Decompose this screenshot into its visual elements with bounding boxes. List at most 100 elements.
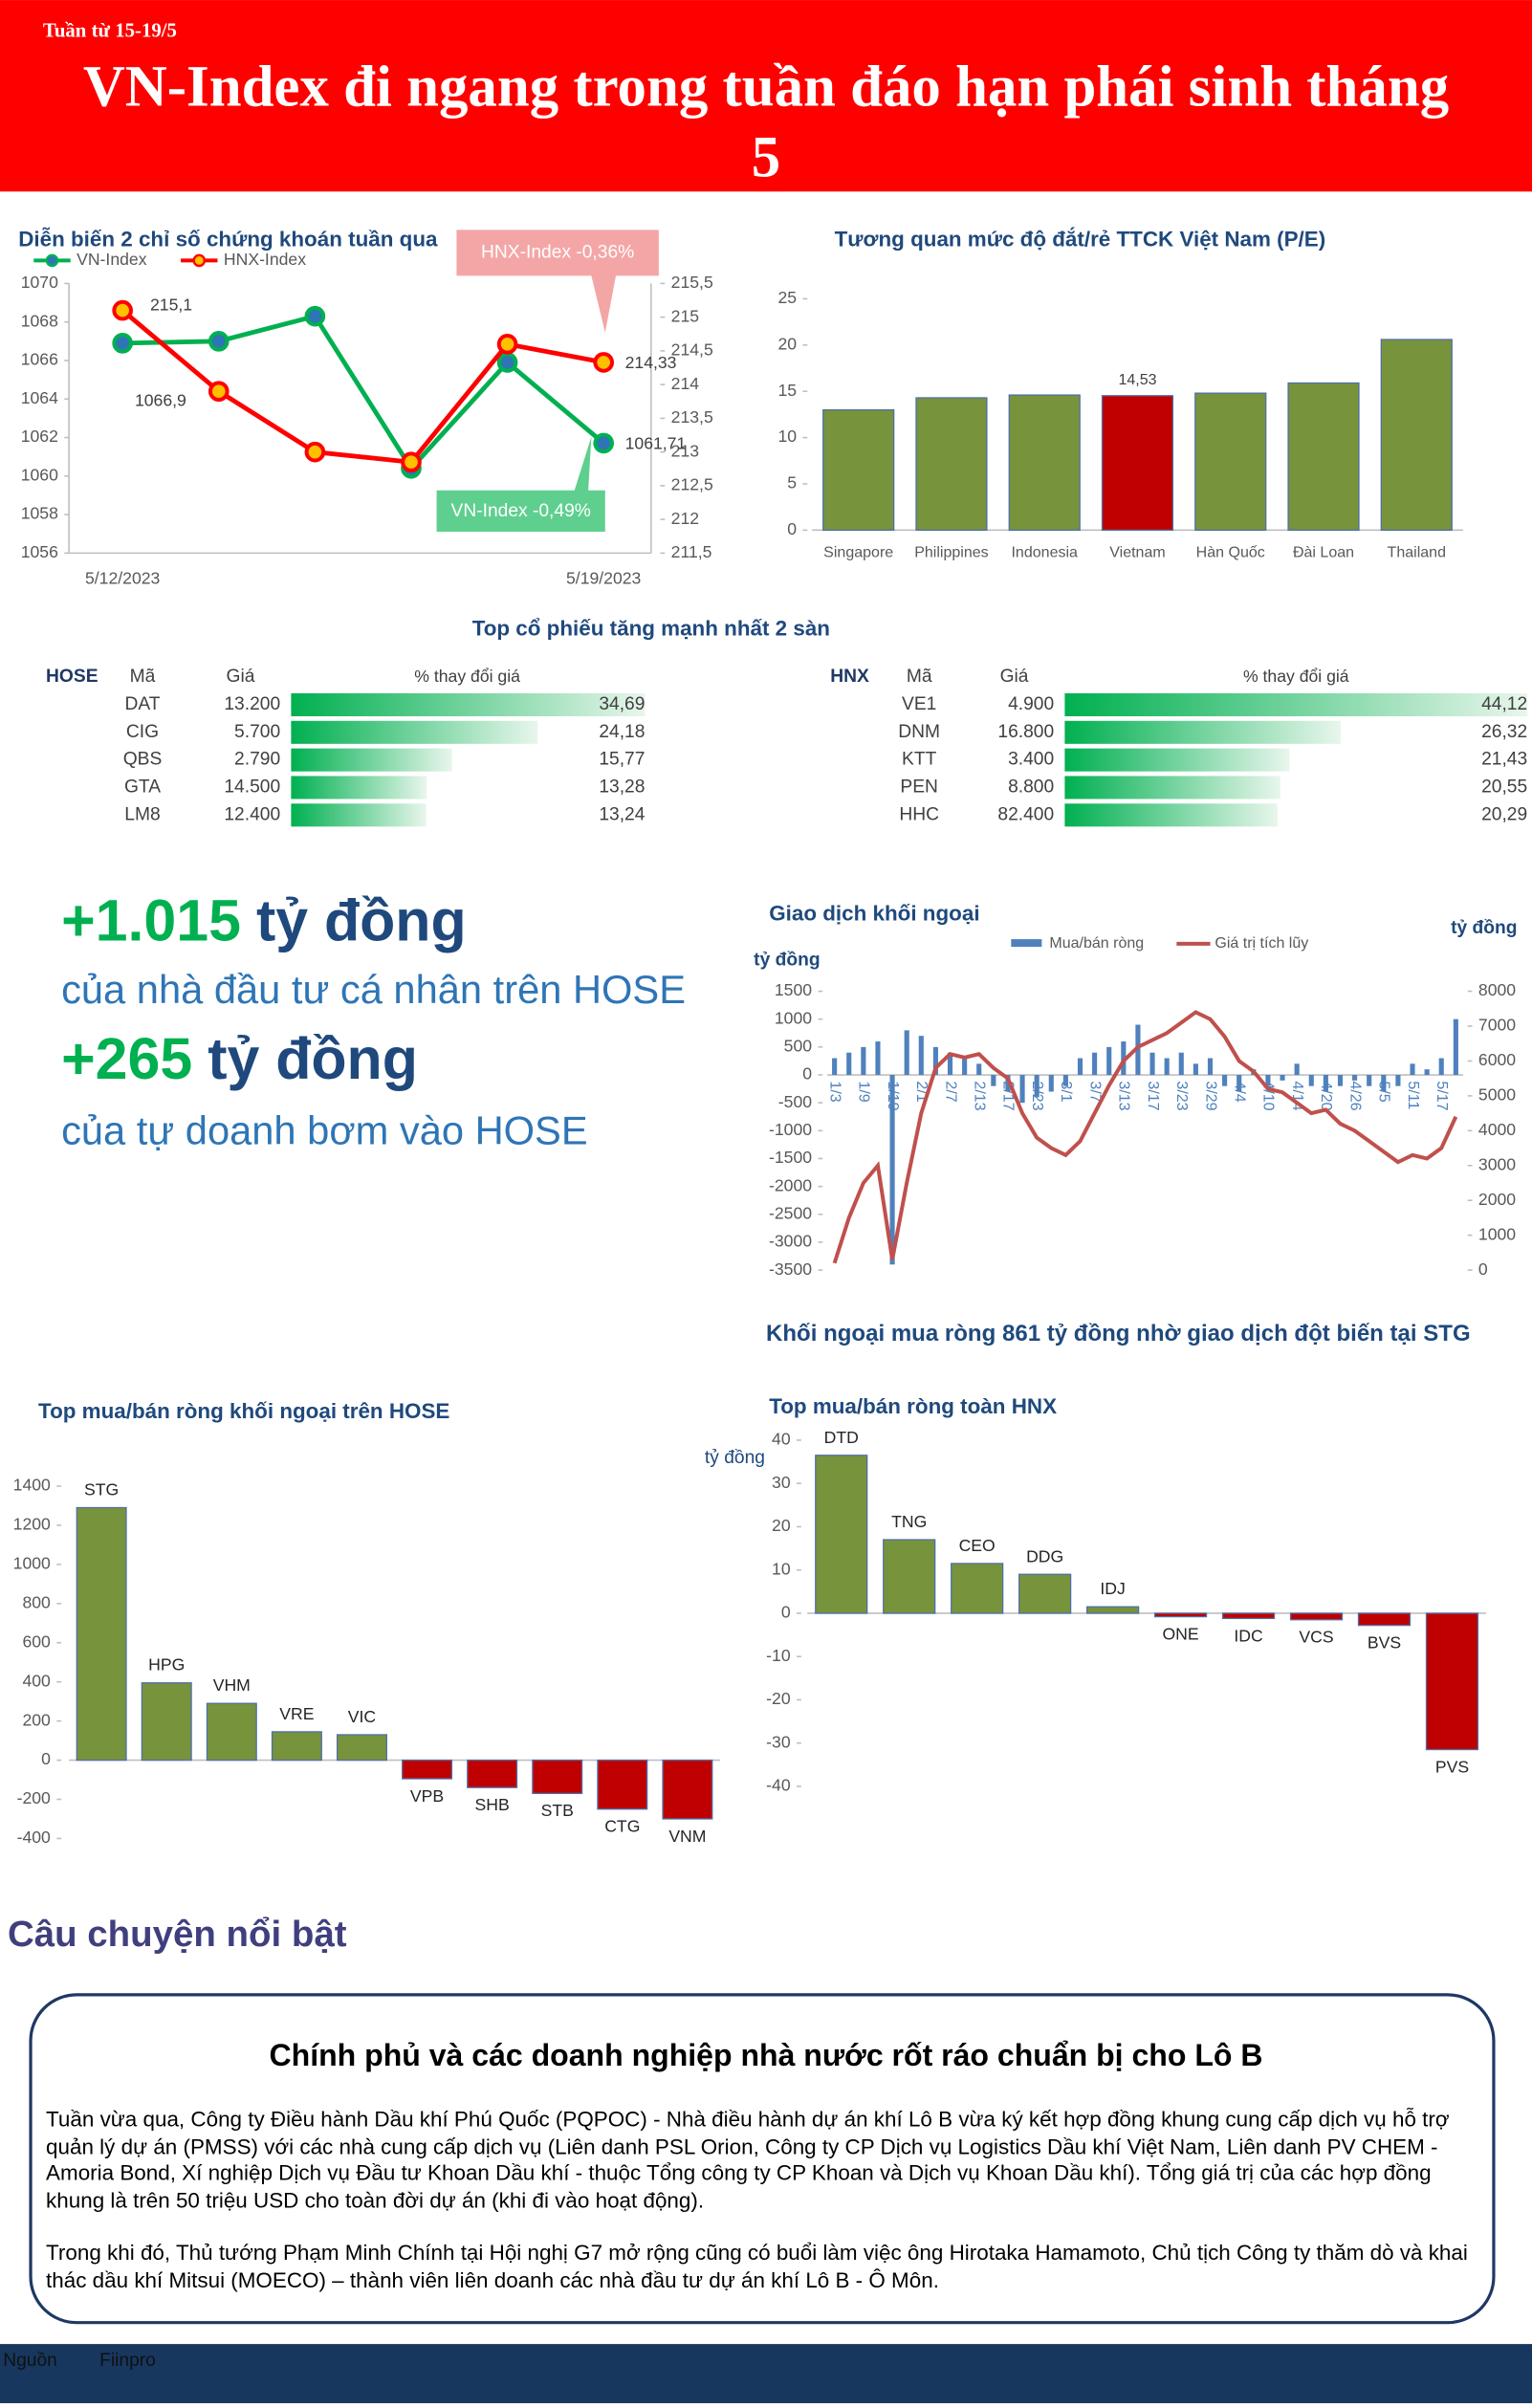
point — [112, 333, 133, 354]
headline-box: Khối ngoại mua ròng 861 tỷ đồng nhờ giao… — [766, 1321, 1471, 1346]
y-tick-label: 215 — [671, 306, 700, 325]
table-header: % thay đổi giá — [414, 667, 520, 686]
chart-title: Top mua/bán ròng khối ngoại trên HOSE — [38, 1399, 449, 1423]
x-tick-label: IDJ — [1100, 1579, 1125, 1598]
y-tick-label: 200 — [22, 1710, 51, 1729]
price: 16.800 — [997, 722, 1054, 742]
bar — [141, 1682, 192, 1762]
x-tick-label: VRE — [279, 1704, 314, 1723]
table-header: Giá — [1000, 667, 1029, 687]
y-tick-label: 0 — [781, 1603, 791, 1622]
data-label: 26,32 — [1481, 722, 1527, 742]
story-paragraph: Tuần vừa qua, Công ty Điều hành Dầu khí … — [46, 2106, 1450, 2212]
bar — [875, 1041, 881, 1076]
story-body: Tuần vừa qua, Công ty Điều hành Dầu khí … — [46, 2106, 1468, 2291]
x-tick-label: 5/5 — [1376, 1081, 1393, 1102]
bar — [1149, 1052, 1155, 1076]
y-tick-label: 10 — [777, 427, 797, 446]
bar — [1289, 1612, 1344, 1621]
data-bar — [1064, 748, 1290, 772]
y-tick-label: 1066 — [21, 350, 58, 369]
y-tick-label: 15 — [777, 381, 797, 400]
bar — [597, 1759, 648, 1810]
highlight-2: +265 tỷ đồng — [61, 1026, 418, 1091]
y-tick-label: 6000 — [1478, 1050, 1516, 1069]
bar — [1008, 394, 1081, 531]
price: 8.800 — [1008, 777, 1054, 798]
bar — [904, 1030, 909, 1076]
title-box: VN-Index đi ngang trong tuần đáo hạn phá… — [83, 55, 1449, 190]
bar — [1308, 1075, 1314, 1086]
y-tick-label: 213 — [671, 441, 700, 460]
bar — [1062, 1075, 1068, 1086]
bar — [1352, 1075, 1358, 1081]
price: 12.400 — [224, 804, 280, 824]
bar — [402, 1759, 453, 1780]
data-bar — [1064, 803, 1278, 827]
data-label: 20,55 — [1481, 777, 1527, 798]
source: Fiinpro — [99, 2351, 156, 2371]
point — [593, 432, 615, 454]
y-tick-label: 7000 — [1478, 1016, 1516, 1035]
x-tick-label: IDC — [1234, 1626, 1263, 1645]
y-tick-label: -1500 — [769, 1148, 812, 1167]
y-axis-label: tỷ đồng — [754, 951, 820, 971]
bar — [832, 1058, 838, 1076]
y-tick-label: 5000 — [1478, 1085, 1516, 1105]
bar — [1106, 1046, 1112, 1076]
footer-band — [0, 2344, 1532, 2403]
chart-title: Tương quan mức độ đắt/rẻ TTCK Việt Nam (… — [835, 227, 1326, 251]
bar — [1424, 1069, 1430, 1076]
y-tick-label: -200 — [17, 1788, 51, 1807]
table-exchange: HOSE — [46, 667, 98, 687]
x-tick-label: PVS — [1435, 1757, 1469, 1776]
price: 82.400 — [997, 804, 1054, 824]
price: 3.400 — [1008, 750, 1054, 770]
data-bar — [291, 720, 538, 744]
table-header: Mã — [130, 667, 156, 687]
x-tick-label: Thailand — [1388, 544, 1446, 561]
data-label: 14,53 — [1118, 371, 1156, 388]
bar — [1438, 1058, 1444, 1076]
bar — [951, 1563, 1004, 1614]
data-label: 21,43 — [1481, 750, 1527, 770]
bar — [932, 1046, 938, 1076]
source-label: Nguồn — [3, 2351, 57, 2371]
bar — [846, 1052, 852, 1076]
data-label: 15,77 — [599, 750, 645, 770]
y-tick-label: 212,5 — [671, 475, 713, 494]
ticker: HHC — [899, 804, 939, 824]
y-tick-label: 211,5 — [671, 542, 712, 561]
y-tick-label: 212 — [671, 509, 699, 528]
bar — [962, 1058, 968, 1076]
y-tick-label: 0 — [41, 1749, 51, 1768]
legend-label: Giá trị tích lũy — [1215, 934, 1308, 952]
y-tick-label: 215,5 — [671, 273, 713, 292]
bar — [1121, 1041, 1127, 1076]
bar — [76, 1506, 127, 1762]
y-tick-label: 1062 — [21, 427, 58, 446]
chart-title: Top cổ phiếu tăng mạnh nhất 2 sàn — [472, 616, 830, 640]
bar — [532, 1759, 583, 1795]
point — [304, 305, 326, 327]
bar — [1453, 1018, 1458, 1076]
data-bar — [291, 748, 452, 772]
legend-label: Mua/bán ròng — [1049, 934, 1144, 952]
y-tick-label: -3500 — [769, 1259, 812, 1279]
y-tick-label: 400 — [22, 1671, 51, 1690]
y-tick-label: 30 — [772, 1473, 791, 1492]
y-tick-label: 500 — [784, 1037, 813, 1056]
x-tick-label: DDG — [1026, 1546, 1063, 1565]
x-tick-label: 5/11 — [1405, 1081, 1422, 1109]
x-tick-label: 3/13 — [1116, 1081, 1133, 1110]
point — [208, 381, 230, 403]
bar — [1410, 1063, 1415, 1076]
x-tick-label: 2/13 — [971, 1081, 988, 1110]
bar — [1287, 382, 1360, 531]
x-tick-label: DTD — [824, 1428, 859, 1447]
y-tick-label: 3000 — [1478, 1154, 1516, 1173]
data-label: 13,24 — [599, 804, 645, 824]
x-tick-label: SHB — [475, 1795, 510, 1814]
y-tick-label: -2500 — [769, 1203, 812, 1222]
